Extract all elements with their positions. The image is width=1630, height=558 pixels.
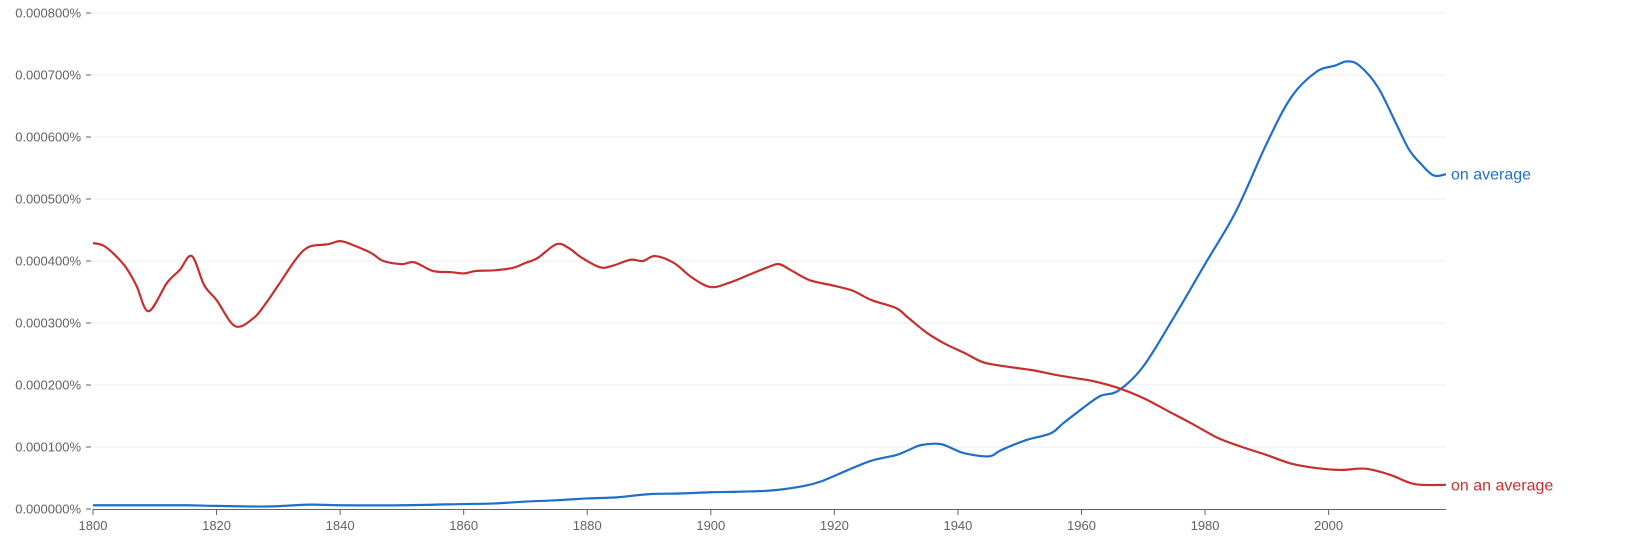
x-tick-label: 1880 xyxy=(573,518,602,533)
series-label-on-an-average: on an average xyxy=(1451,477,1553,494)
y-tick-label: 0.000300% xyxy=(15,316,81,331)
x-tick-label: 1960 xyxy=(1067,518,1096,533)
x-tick-label: 2000 xyxy=(1314,518,1343,533)
x-tick-label: 1980 xyxy=(1191,518,1220,533)
x-tick-label: 1860 xyxy=(449,518,478,533)
x-tick-label: 1800 xyxy=(79,518,108,533)
y-tick-label: 0.000200% xyxy=(15,378,81,393)
y-tick-label: 0.000700% xyxy=(15,68,81,83)
series-label-on-average: on average xyxy=(1451,167,1531,184)
x-tick-label: 1920 xyxy=(820,518,849,533)
series-line-on-an-average xyxy=(92,240,1447,487)
x-tick-label: 1940 xyxy=(943,518,972,533)
x-tick-label: 1900 xyxy=(696,518,725,533)
y-tick-label: 0.000000% xyxy=(15,502,81,517)
y-tick-label: 0.000500% xyxy=(15,192,81,207)
y-tick-label: 0.000800% xyxy=(15,6,81,21)
y-tick-label: 0.000600% xyxy=(15,130,81,145)
y-tick-label: 0.000400% xyxy=(15,254,81,269)
series-line-on-average xyxy=(93,60,1447,508)
y-tick-label: 0.000100% xyxy=(15,440,81,455)
x-tick-label: 1820 xyxy=(202,518,231,533)
x-tick-label: 1840 xyxy=(326,518,355,533)
